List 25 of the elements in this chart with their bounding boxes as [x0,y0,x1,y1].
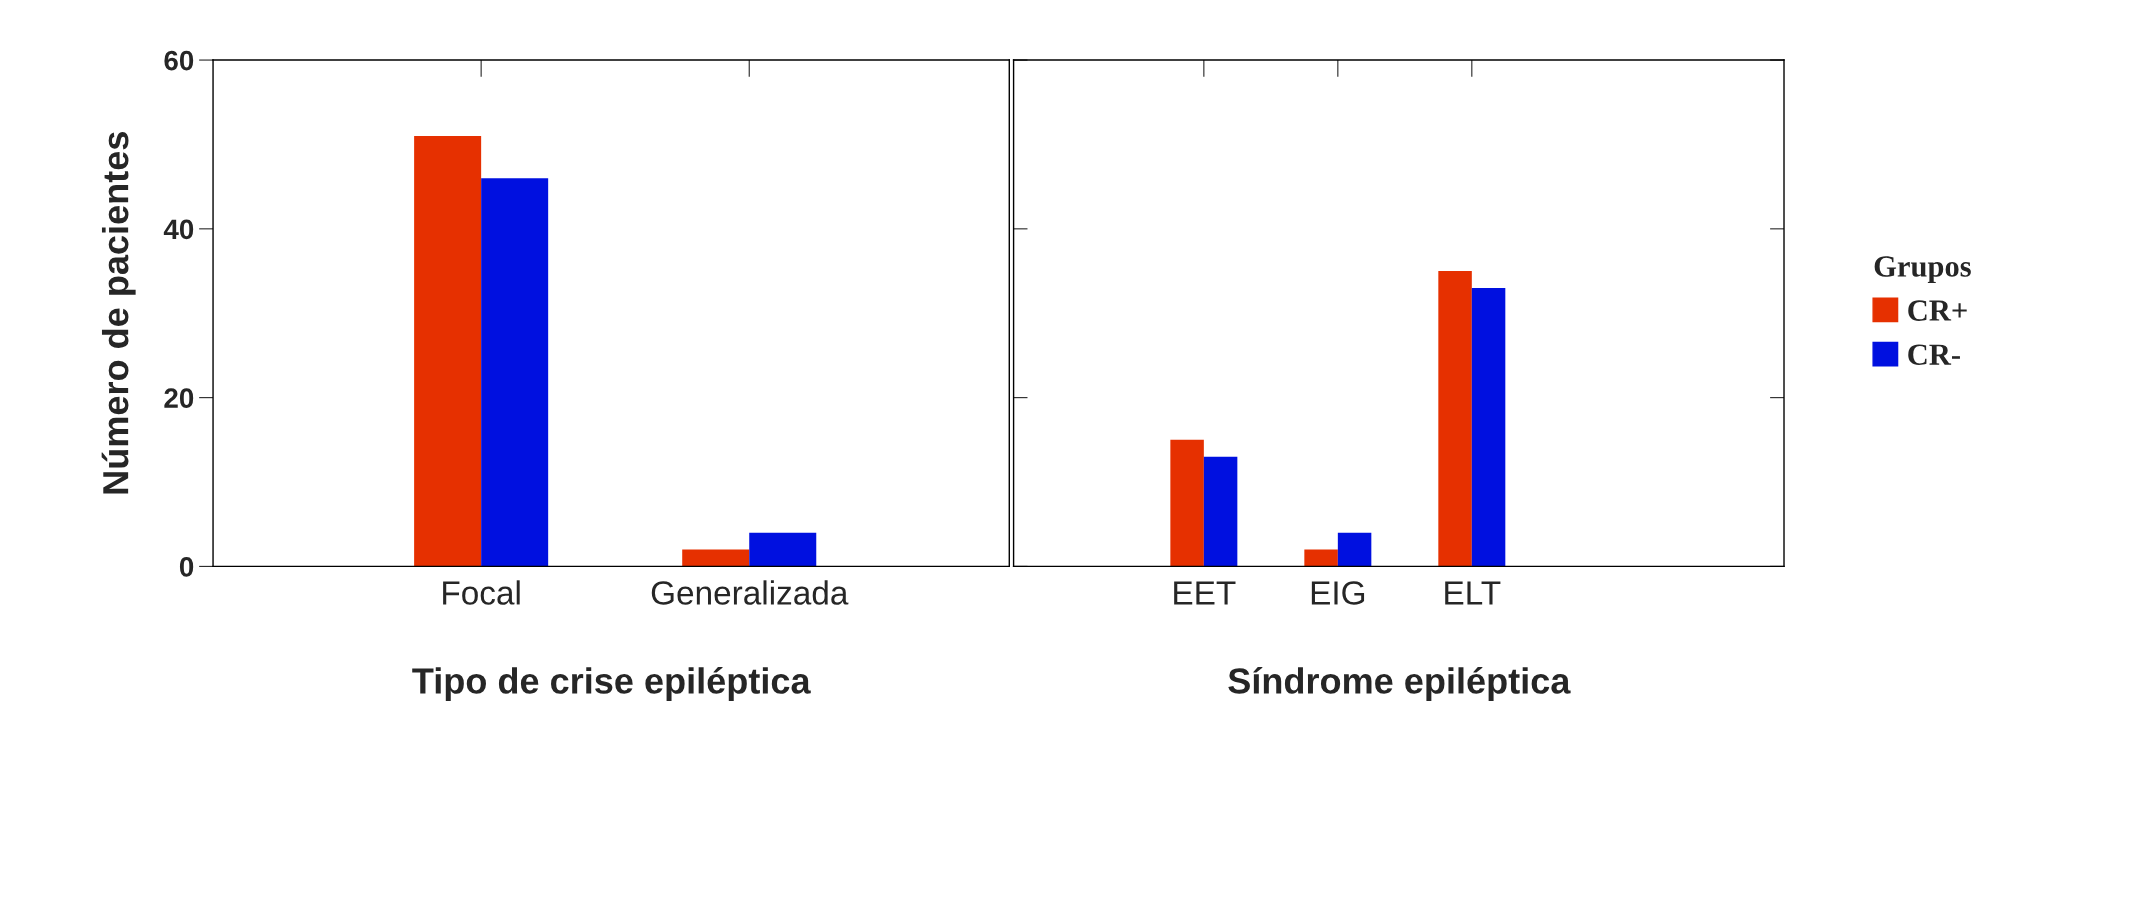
bar [481,178,549,567]
bar [682,549,750,567]
bar [1471,287,1506,567]
y-axis-title: Número de pacientes [101,132,136,494]
x-tick-label: ELT [1445,581,1501,605]
x-tick-label: EET [1174,581,1236,605]
x-tick-label: Generalizada [651,580,849,605]
y-tick-label: 60 [164,50,194,71]
bar [414,136,482,567]
bar [749,532,817,567]
bar [1203,456,1238,567]
bar [1170,439,1204,567]
bar [1304,549,1338,567]
legend-label: CR+ [1908,300,1967,321]
y-tick-label: 20 [164,388,194,408]
bar [1438,271,1472,567]
legend-label: CR- [1908,344,1960,365]
legend-title: Grupos [1874,256,1971,283]
y-tick-label: 40 [163,219,194,240]
x-tick-label: EIG [1311,581,1365,605]
y-tick-label: 0 [179,557,194,577]
bar [1337,532,1372,567]
x-tick-label: Focal [443,580,520,605]
x-axis-title: Síndrome epiléptica [1228,666,1571,701]
x-axis-title: Tipo de crise epiléptica [412,666,811,701]
